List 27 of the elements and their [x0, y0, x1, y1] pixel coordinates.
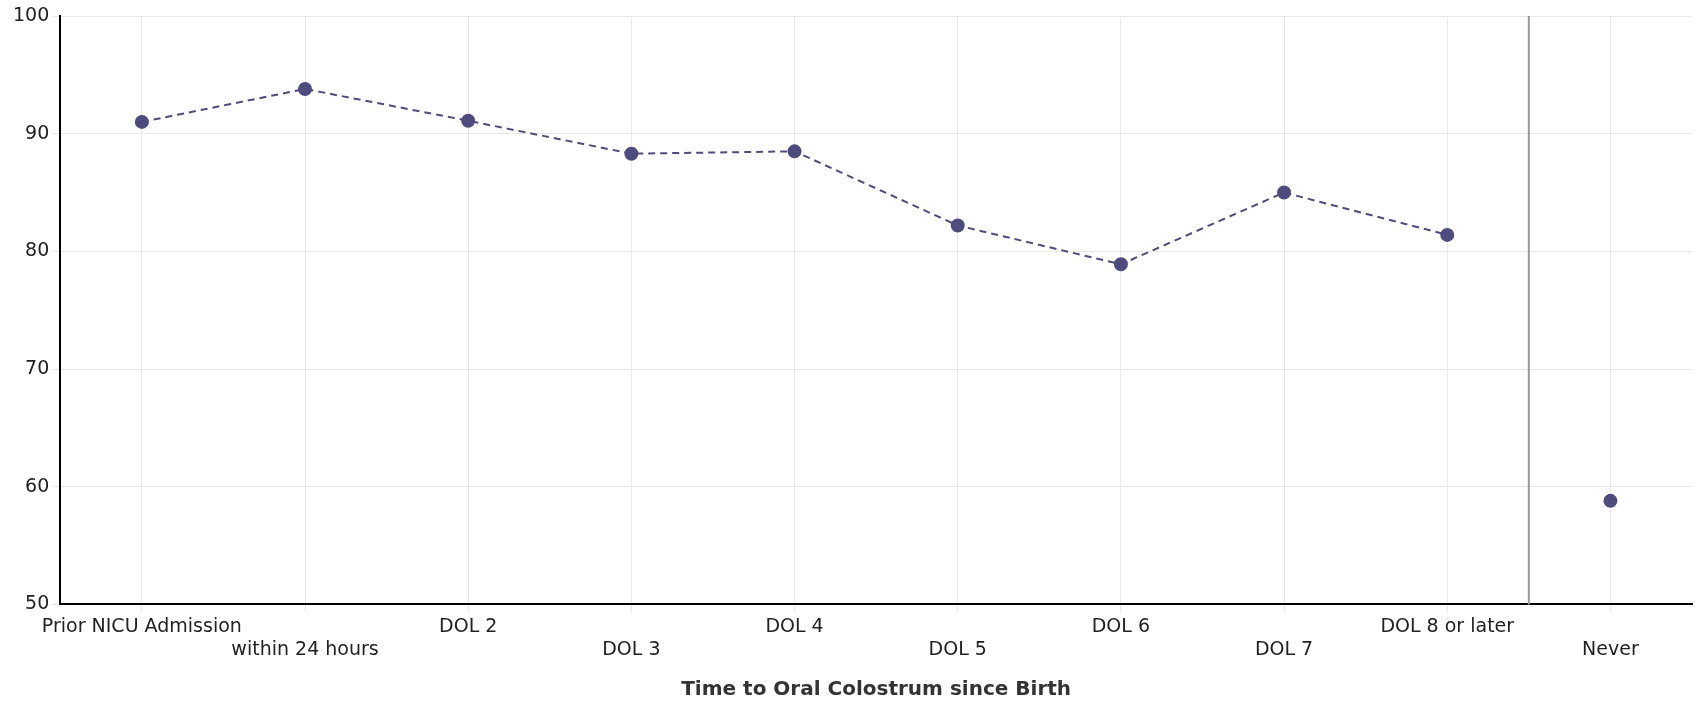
- point: [1440, 227, 1455, 242]
- y-tick-label: 80: [25, 238, 50, 261]
- point: [624, 146, 639, 161]
- x-tick-label: DOL 8 or later: [1380, 613, 1515, 636]
- x-tick-label: DOL 6: [1091, 613, 1151, 636]
- x-tick-label: Never: [1582, 636, 1639, 659]
- x-tick-label: DOL 4: [765, 613, 824, 636]
- y-tick-label: 60: [25, 473, 50, 496]
- x-tick-label: DOL 5: [928, 636, 987, 659]
- y-tick-label: 100: [13, 2, 50, 25]
- y-tick-label: 50: [25, 591, 50, 614]
- point: [1603, 493, 1618, 508]
- x-tick-label: DOL 7: [1254, 636, 1314, 659]
- x-tick-label: within 24 hours: [231, 636, 379, 659]
- point: [1113, 257, 1128, 272]
- x-axis-title: Time to Oral Colostrum since Birth: [681, 676, 1072, 701]
- point: [950, 218, 965, 233]
- x-tick-label: DOL 2: [439, 613, 498, 636]
- point: [787, 144, 802, 159]
- y-tick-label: 90: [25, 120, 50, 143]
- point: [298, 81, 313, 96]
- x-tick-label: Prior NICU Admission: [41, 613, 242, 636]
- point: [134, 114, 149, 129]
- x-tick-label: DOL 3: [602, 636, 661, 659]
- y-tick-label: 70: [25, 355, 50, 378]
- point: [1277, 185, 1292, 200]
- point: [461, 113, 476, 128]
